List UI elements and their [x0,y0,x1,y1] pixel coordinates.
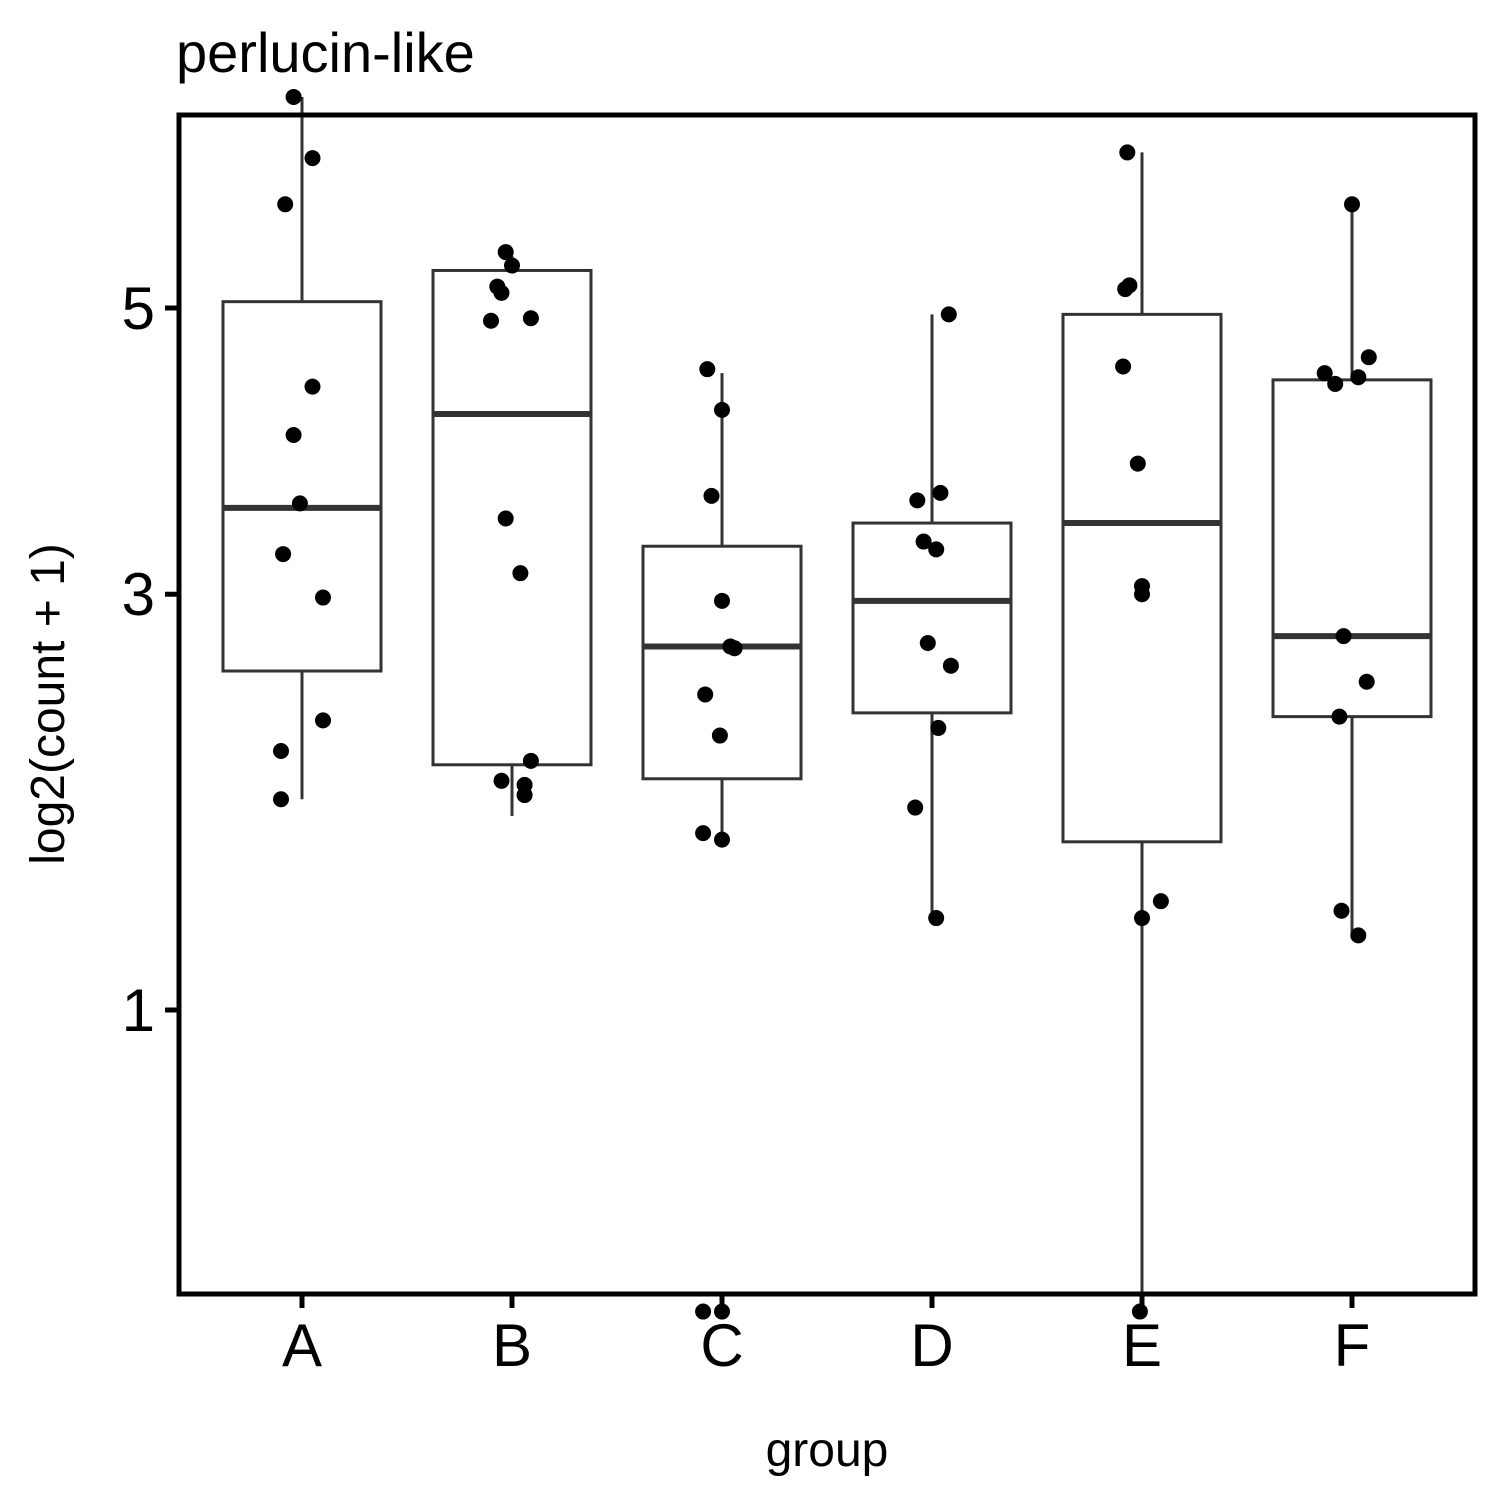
data-point [483,312,499,329]
x-tick-label-c: C [700,1312,743,1379]
data-point [273,743,289,760]
box-group-f [1271,204,1433,933]
data-point [1119,144,1136,161]
data-point [915,533,932,550]
data-point [497,510,514,527]
data-point [516,787,533,804]
data-point [1134,910,1150,927]
x-axis-label: group [766,1424,889,1477]
data-point [711,727,728,744]
data-point [493,284,510,301]
data-point [291,495,308,512]
data-point [907,799,924,816]
data-point [493,772,510,789]
data-point [940,306,957,323]
box-group-b [431,255,593,816]
data-point [275,546,292,563]
box-iqr [1271,378,1433,719]
data-point [512,565,529,582]
data-point [928,910,945,927]
y-tick-label: 1 [122,977,155,1044]
x-axis: A B C D E F [282,1294,1370,1379]
data-point [497,244,514,261]
data-point [919,634,936,651]
data-point [726,640,743,657]
data-point [304,378,321,395]
data-point [695,825,712,842]
data-point [1350,927,1367,944]
data-point [928,541,945,558]
data-point [1134,586,1150,603]
data-point [942,657,959,674]
data-point [1327,375,1344,392]
data-point [695,1303,712,1320]
data-point [285,426,302,443]
x-tick-label-d: D [910,1312,953,1379]
y-axis-label: log2(count + 1) [22,543,75,865]
data-point [1331,708,1348,725]
box-group-e [1061,152,1223,1312]
data-point [1115,358,1132,375]
data-point [304,150,321,167]
data-point [315,589,331,606]
data-point [930,719,947,736]
chart-title: perlucin-like [176,21,475,84]
data-point [273,791,289,808]
data-point [909,492,926,509]
data-point [1358,673,1375,690]
x-tick-label-f: F [1334,1312,1371,1379]
y-tick-label: 5 [122,275,155,342]
x-tick-label-b: B [492,1312,532,1379]
data-point [504,257,520,274]
data-point [277,196,294,213]
data-point [1152,893,1169,910]
data-point [1344,196,1360,213]
data-point [714,831,730,848]
box-group-d [851,314,1013,919]
data-point [699,361,716,378]
x-tick-label-a: A [282,1312,322,1379]
plot-area [221,88,1433,1320]
data-point [1335,628,1352,645]
data-point [1333,902,1350,919]
data-point [285,88,302,105]
y-tick-label: 3 [122,561,155,628]
data-point [1129,455,1146,472]
data-point [697,686,714,703]
x-tick-label-e: E [1122,1312,1162,1379]
y-axis: 1 3 5 [122,275,179,1044]
data-point [1350,369,1367,386]
data-point [315,712,331,729]
panel-border [176,112,1478,1297]
data-point [1360,349,1377,366]
data-point [522,310,539,327]
data-point [703,487,720,504]
box-iqr [221,300,383,673]
data-point [714,1303,730,1320]
data-point [714,401,730,418]
data-point [714,592,730,609]
data-point [932,484,949,501]
data-point [1316,365,1333,382]
data-point [522,752,539,769]
data-point [1117,281,1134,298]
box-group-a [221,96,383,800]
data-points [273,88,1377,1320]
box-iqr [641,544,803,781]
